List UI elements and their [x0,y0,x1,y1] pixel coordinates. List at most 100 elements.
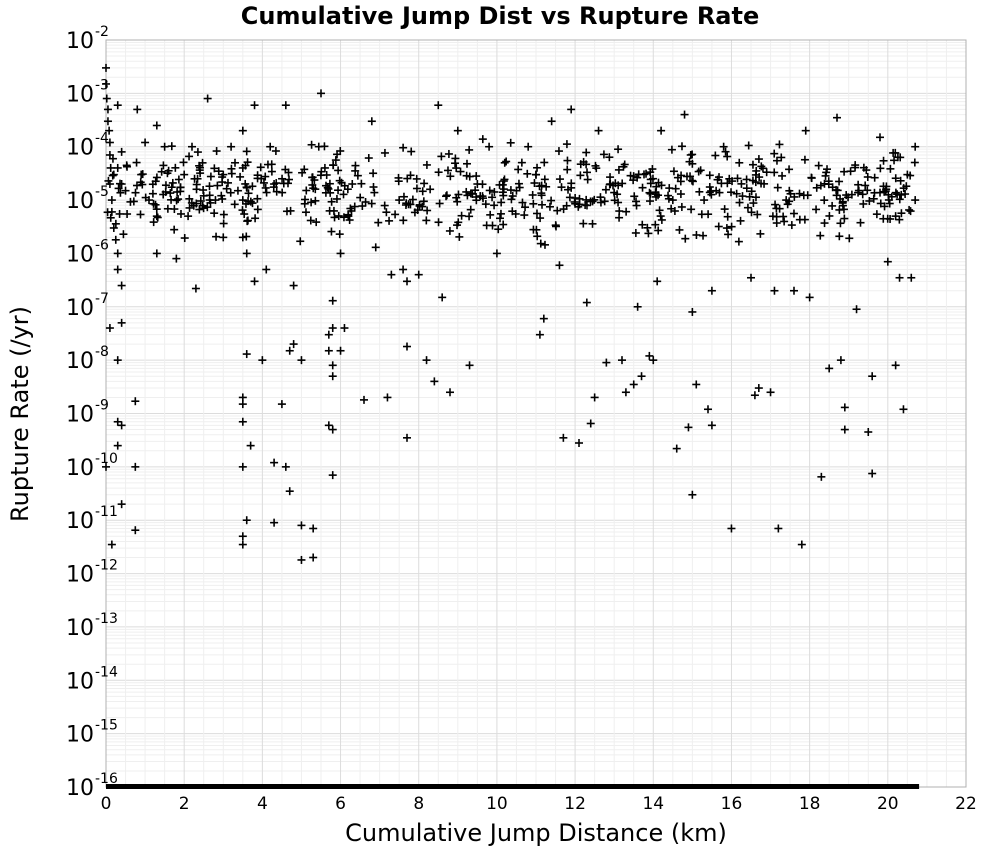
data-point [160,142,169,151]
data-point [157,167,166,176]
data-point [482,221,491,230]
data-point [109,223,118,232]
data-point [309,524,318,533]
data-point [592,164,601,173]
data-point [723,212,732,221]
data-point [251,214,260,223]
data-point [113,417,122,426]
data-point [723,179,732,188]
data-point [339,190,348,199]
data-point [859,199,868,208]
data-point [281,101,290,110]
data-point [131,462,140,471]
data-point [351,161,360,170]
floor-band-marks [106,784,920,789]
data-point [672,444,681,453]
data-point [879,214,888,223]
data-point [266,142,275,151]
x-tick-label: 12 [564,794,586,814]
data-point [538,200,547,209]
data-point [267,167,276,176]
data-point [310,176,319,185]
data-point [668,196,677,205]
data-point [707,186,716,195]
data-point [863,172,872,181]
data-point [327,197,336,206]
data-point [524,142,533,151]
x-tick-label: 2 [179,794,190,814]
data-point [242,147,251,156]
data-point [911,196,920,205]
data-point [801,126,810,135]
data-point [599,150,608,159]
data-point [891,174,900,183]
data-point [865,196,874,205]
data-point [822,168,831,177]
data-point [897,209,906,218]
data-point [301,208,310,217]
data-point [586,197,595,206]
data-point [205,191,214,200]
data-point [602,358,611,367]
data-point [114,184,123,193]
data-point [676,190,685,199]
data-point [369,183,378,192]
data-point [735,158,744,167]
data-point [586,419,595,428]
y-tick-label: 10-2 [66,24,109,54]
data-point [838,199,847,208]
data-point [828,183,837,192]
x-tick-label: 0 [101,794,112,814]
data-point [138,180,147,189]
data-point [583,175,592,184]
data-point [835,232,844,241]
data-point [687,205,696,214]
data-point [582,298,591,307]
data-point [149,218,158,227]
data-point [743,203,752,212]
data-point [324,346,333,355]
data-point [651,188,660,197]
data-point [172,196,181,205]
data-point [656,212,665,221]
data-point [317,89,325,98]
data-point [102,94,111,103]
data-point [751,170,760,179]
data-point [453,197,462,206]
y-tick-label: 10-16 [66,771,118,801]
data-point [754,155,763,164]
data-point [817,472,826,481]
data-point [345,216,354,225]
data-point [697,210,706,219]
data-point [540,240,549,249]
data-point [330,213,339,222]
data-point [790,192,799,201]
data-point [122,161,131,170]
data-point [699,231,708,240]
data-point [497,198,506,207]
data-point [778,171,787,180]
data-point [684,423,693,432]
data-point [196,169,205,178]
data-point [437,152,446,161]
data-point [614,198,623,207]
data-point [219,233,228,242]
data-point [766,388,775,397]
data-point [836,356,845,365]
data-point [113,265,122,274]
y-tick-labels: 10-16 10-15 10-14 10-13 10-12 10-11 10-10 10-9 1… [66,24,118,801]
data-point [332,194,341,203]
data-point [311,185,320,194]
data-point [783,200,792,209]
data-point [734,237,743,246]
x-tick-label: 22 [955,794,977,814]
data-point [269,183,278,192]
data-point [687,176,696,185]
data-point [654,226,663,235]
data-point [277,400,286,409]
data-point [638,183,647,192]
data-point [529,225,538,234]
y-tick-label: 10-6 [66,237,109,267]
data-point [886,164,895,173]
data-point [582,195,591,204]
